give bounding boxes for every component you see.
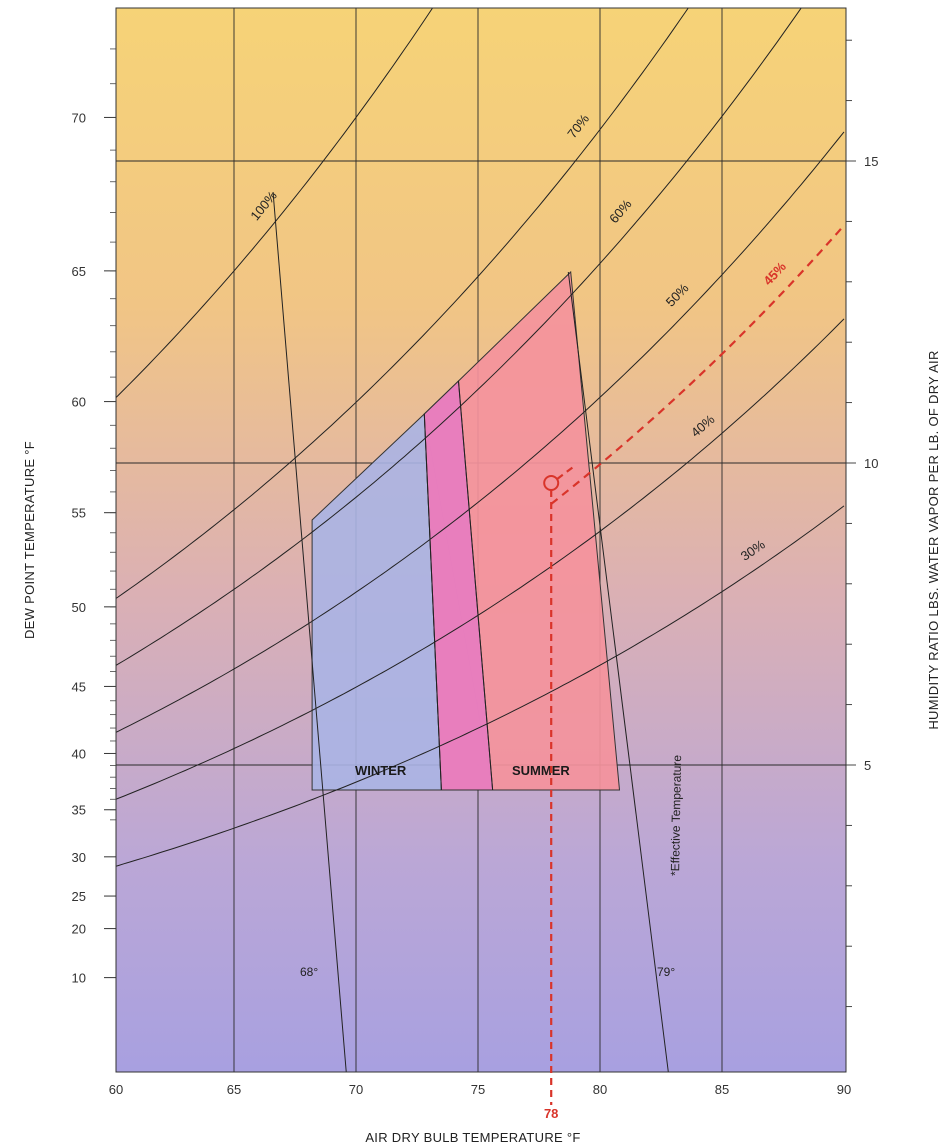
dew-point-tick-label: 30	[72, 850, 86, 865]
dew-point-tick-label: 35	[72, 803, 86, 818]
dry-bulb-tick-label: 60	[109, 1082, 123, 1097]
rh-curve-45	[550, 224, 845, 505]
right-axis-ticks: 5 10 15	[846, 39, 878, 1008]
x-axis-title: AIR DRY BULB TEMPERATURE °F	[365, 1130, 580, 1145]
comfort-zones	[311, 270, 621, 791]
relative-humidity-curves	[116, 8, 845, 867]
design-point-lines	[556, 466, 574, 480]
dry-bulb-tick-label: 85	[715, 1082, 729, 1097]
dry-bulb-tick-label: 75	[471, 1082, 485, 1097]
left-axis-ticks: 10 20 25 30 35 40 45 50 55 60 65 70	[72, 48, 116, 986]
rh-curve-70	[116, 8, 689, 600]
rh-curve-40	[116, 318, 845, 800]
left-axis-title: DEW POINT TEMPERATURE °F	[22, 441, 37, 639]
winter-zone-label: WINTER	[355, 763, 407, 778]
effective-temperature-line	[272, 191, 347, 1072]
dry-bulb-tick-label: 90	[837, 1082, 851, 1097]
effective-temperature-lines	[272, 191, 669, 1072]
dew-point-tick-label: 50	[72, 600, 86, 615]
bottom-axis-ticks: 60 65 70 75 80 85 90	[109, 1082, 851, 1097]
dew-point-tick-label: 10	[72, 971, 86, 986]
effective-temperature-line	[567, 271, 669, 1072]
design-dry-bulb-label: 78	[544, 1106, 558, 1121]
humidity-ratio-tick-label: 5	[864, 758, 871, 773]
dew-point-tick-label: 45	[72, 679, 86, 694]
humidity-ratio-tick-label: 15	[864, 154, 878, 169]
dry-bulb-tick-label: 70	[349, 1082, 363, 1097]
dry-bulb-tick-label: 65	[227, 1082, 241, 1097]
effective-temperature-line	[457, 380, 494, 791]
effective-temperature-label: *Effective Temperature	[668, 755, 684, 877]
dew-point-tick-label: 65	[72, 264, 86, 279]
summer-zone-label: SUMMER	[512, 763, 570, 778]
dew-point-tick-label: 55	[72, 506, 86, 521]
et-68-label: 68°	[300, 965, 318, 979]
effective-temperature-line	[423, 413, 442, 791]
dew-point-tick-label: 60	[72, 395, 86, 410]
rh-curve-60	[116, 8, 802, 666]
right-axis-title: HUMIDITY RATIO LBS. WATER VAPOR PER LB. …	[926, 350, 941, 729]
dry-bulb-tick-label: 80	[593, 1082, 607, 1097]
rh-curve-100	[116, 8, 434, 399]
dew-point-tick-label: 40	[72, 746, 86, 761]
plot-frame	[115, 7, 847, 1073]
design-rh-connector	[556, 466, 574, 480]
rh-curve-30	[116, 505, 845, 867]
dew-point-tick-label: 20	[72, 922, 86, 937]
rh-curve-50	[116, 131, 845, 733]
dew-point-tick-label: 25	[72, 889, 86, 904]
humidity-ratio-tick-label: 10	[864, 456, 878, 471]
dew-point-tick-label: 70	[72, 110, 86, 125]
et-79-label: 79°	[657, 965, 675, 979]
